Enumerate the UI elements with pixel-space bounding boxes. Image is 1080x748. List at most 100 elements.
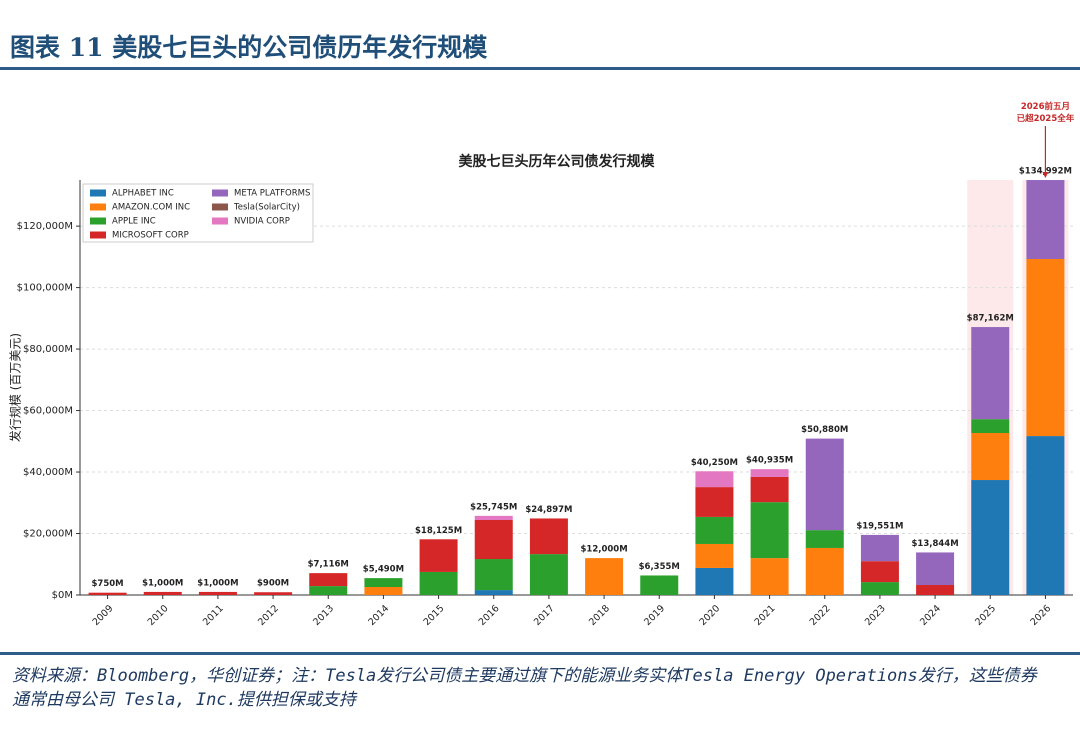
total-label: $50,880M xyxy=(801,425,848,435)
total-label: $18,125M xyxy=(415,526,462,536)
legend-swatch xyxy=(90,203,106,211)
bar-segment xyxy=(419,571,458,595)
chart-title: 美股七巨头历年公司债发行规模 xyxy=(459,153,656,170)
bar-segment xyxy=(88,592,127,595)
x-tick-label: 2022 xyxy=(808,603,833,628)
total-label: $750M xyxy=(92,579,124,589)
bar-segment xyxy=(695,543,734,568)
x-tick-label: 2013 xyxy=(311,603,336,628)
x-tick-label: 2011 xyxy=(201,603,226,628)
y-tick-label: $100,000M xyxy=(17,283,73,294)
bar-segment xyxy=(143,591,182,595)
bar-segment xyxy=(1026,259,1065,437)
total-label: $900M xyxy=(257,579,289,589)
legend-label: AMAZON.COM INC xyxy=(112,203,190,213)
bar-segment xyxy=(474,559,513,591)
legend-swatch xyxy=(212,203,228,211)
total-label: $6,355M xyxy=(639,562,680,572)
x-tick-label: 2015 xyxy=(422,603,447,628)
x-tick-label: 2021 xyxy=(753,603,778,628)
bar-segment xyxy=(971,419,1010,433)
total-label: $24,897M xyxy=(525,505,572,515)
bar-segment xyxy=(695,567,734,595)
x-tick-label: 2010 xyxy=(146,603,171,628)
x-tick-label: 2017 xyxy=(532,603,557,628)
bar-segment xyxy=(198,591,237,595)
x-tick-label: 2018 xyxy=(587,603,612,628)
legend-swatch xyxy=(90,217,106,225)
total-label: $19,551M xyxy=(856,521,903,531)
y-tick-label: $0M xyxy=(52,590,73,601)
bar-segment xyxy=(860,582,899,595)
legend-label: APPLE INC xyxy=(112,217,156,227)
bar-segment xyxy=(695,471,734,488)
x-tick-label: 2016 xyxy=(477,603,502,628)
legend-swatch xyxy=(212,189,228,197)
annotation-arrowhead xyxy=(1042,172,1049,179)
total-label: $12,000M xyxy=(580,545,627,555)
x-tick-label: 2020 xyxy=(697,603,722,628)
total-label: $1,000M xyxy=(142,578,183,588)
x-tick-label: 2025 xyxy=(973,603,998,628)
y-tick-label: $20,000M xyxy=(23,529,73,540)
bar-segment xyxy=(364,587,403,595)
legend-label: META PLATFORMS xyxy=(234,189,310,199)
bar-segment xyxy=(309,586,348,595)
total-label: $13,844M xyxy=(911,539,958,549)
bar-segment xyxy=(640,575,679,595)
bar-segment xyxy=(1026,180,1065,260)
x-tick-label: 2019 xyxy=(642,603,667,628)
header-rule xyxy=(0,67,1080,70)
legend-label: NVIDIA CORP xyxy=(234,217,290,227)
total-label: $40,935M xyxy=(746,456,793,466)
bar-segment xyxy=(585,558,624,595)
footer-rule xyxy=(0,652,1080,655)
annotation: 2026前五月已超2025全年 xyxy=(1017,101,1075,124)
bar-segment xyxy=(916,585,955,595)
bar-segment xyxy=(529,518,568,555)
legend: ALPHABET INC AMAZON.COM INC APPLE INC MICRO… xyxy=(82,183,314,243)
x-tick-label: 2026 xyxy=(1028,603,1053,628)
bar-segment xyxy=(750,558,789,595)
annotation-line: 已超2025全年 xyxy=(1017,113,1075,124)
header-title: 图表 11 美股七巨头的公司债历年发行规模 xyxy=(10,33,488,62)
bar-segment xyxy=(1026,436,1065,595)
y-tick-label: $60,000M xyxy=(23,406,73,417)
bar-segment xyxy=(860,561,899,583)
total-label: $40,250M xyxy=(691,458,738,468)
total-label: $87,162M xyxy=(967,314,1014,324)
bar-segment xyxy=(916,552,955,586)
bar-segment xyxy=(750,469,789,477)
x-tick-label: 2012 xyxy=(256,603,281,628)
bar-segment xyxy=(309,573,348,587)
bar-segment xyxy=(805,547,844,595)
legend-swatch xyxy=(90,231,106,239)
legend-swatch xyxy=(90,189,106,197)
bar-segment xyxy=(750,502,789,559)
bar-segment xyxy=(971,327,1010,420)
x-tick-label: 2014 xyxy=(366,603,391,628)
legend-swatch xyxy=(212,217,228,225)
y-tick-label: $120,000M xyxy=(17,221,73,232)
x-tick-label: 2023 xyxy=(863,603,888,628)
bar-segment xyxy=(805,530,844,548)
bar-segment xyxy=(695,487,734,517)
bar-segment xyxy=(971,432,1010,481)
legend-label: MICROSOFT CORP xyxy=(112,231,189,241)
legend-label: ALPHABET INC xyxy=(112,189,174,199)
y-tick-label: $80,000M xyxy=(23,344,73,355)
bar-segment xyxy=(971,480,1010,595)
bar-segment xyxy=(805,438,844,531)
bar-segment xyxy=(474,519,513,560)
x-tick-label: 2024 xyxy=(918,603,943,628)
y-tick-label: $40,000M xyxy=(23,467,73,478)
bar-segment xyxy=(419,539,458,572)
legend-frame xyxy=(82,183,314,243)
bar-segment xyxy=(474,515,513,520)
annotation-line: 2026前五月 xyxy=(1021,101,1070,112)
bar-segment xyxy=(750,476,789,503)
y-axis-label: 发行规模 (百万美元) xyxy=(8,333,23,442)
bar-segment xyxy=(860,534,899,562)
